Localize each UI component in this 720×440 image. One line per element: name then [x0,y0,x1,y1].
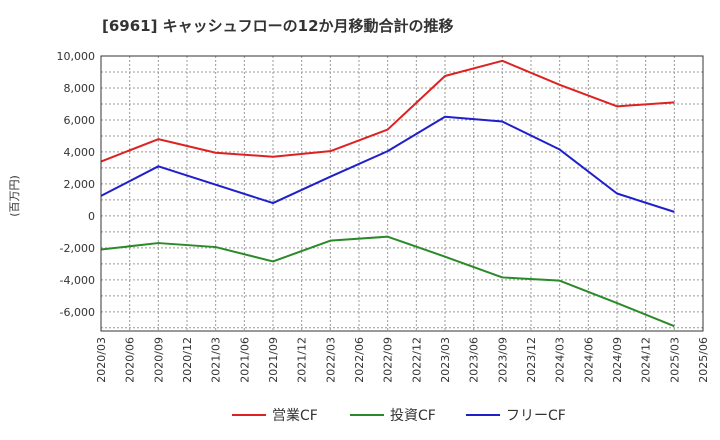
series-lines [100,59,675,328]
series-line-投資CF [100,235,675,328]
x-tick-label: 2021/09 [267,337,280,383]
y-tick-label: 4,000 [64,146,96,159]
legend-label: 投資CF [390,408,436,424]
x-tick-label: 2022/06 [353,337,366,383]
x-tick-label: 2020/06 [124,337,137,383]
y-tick-label: 6,000 [64,114,96,127]
x-tick-label: 2024/12 [640,337,653,383]
x-tick-label: 2023/09 [496,337,509,383]
x-tick-label: 2023/03 [439,337,452,383]
legend-label: フリーCF [506,408,566,424]
x-tick-label: 2024/06 [582,337,595,383]
series-line-営業CF [100,59,675,163]
x-axis-ticks: 2020/03 2020/06 2020/09 2020/12 2021/03 2021/… [95,337,710,383]
x-tick-label: 2022/03 [324,337,337,383]
x-tick-label: 2021/03 [210,337,223,383]
y-tick-label: -2,000 [60,242,95,255]
x-tick-label: 2025/03 [668,337,681,383]
x-tick-label: 2022/12 [410,337,423,383]
x-tick-label: 2023/12 [525,337,538,383]
x-tick-label: 2024/03 [554,337,567,383]
grid [100,55,704,331]
legend: 営業CF 投資CF フリーCF [232,408,566,424]
y-tick-label: 10,000 [57,50,96,63]
y-tick-label: -6,000 [60,306,95,319]
series-line-フリーCF [100,115,675,213]
y-axis-label: (百万円) [8,175,21,217]
x-tick-label: 2020/03 [95,337,108,383]
x-tick-label: 2022/09 [382,337,395,383]
y-tick-label: -4,000 [60,274,95,287]
y-axis-ticks: 10,000 8,000 6,000 4,000 2,000 0 -2,000 -4,000 -… [57,50,96,319]
x-tick-label: 2021/06 [238,337,251,383]
legend-label: 営業CF [272,408,318,424]
x-tick-label: 2020/12 [181,337,194,383]
y-tick-label: 2,000 [64,178,96,191]
chart-title: [6961] キャッシュフローの12か月移動合計の推移 [102,17,454,35]
x-tick-label: 2020/09 [152,337,165,383]
y-tick-label: 8,000 [64,82,96,95]
x-tick-label: 2021/12 [296,337,309,383]
plot-frame [100,55,704,332]
y-tick-label: 0 [88,210,95,223]
x-tick-label: 2025/06 [697,337,710,383]
x-tick-label: 2024/09 [611,337,624,383]
x-tick-label: 2023/06 [468,337,481,383]
